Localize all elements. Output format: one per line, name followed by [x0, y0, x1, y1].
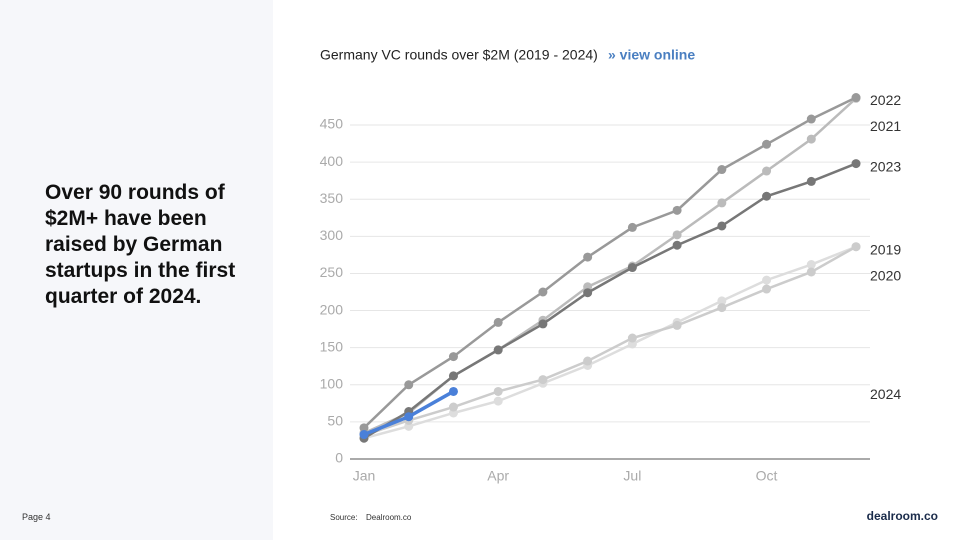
data-point	[851, 242, 861, 252]
data-point	[717, 221, 727, 231]
series-line	[363, 97, 857, 435]
y-tick-label: 0	[335, 450, 343, 466]
series-label: 2019	[870, 241, 901, 257]
data-point	[762, 284, 772, 294]
data-point	[717, 198, 727, 208]
chart-title: Germany VC rounds over $2M (2019 - 2024)	[320, 47, 598, 63]
data-point	[762, 166, 772, 176]
series-line	[363, 162, 857, 440]
data-point	[493, 317, 503, 327]
data-point	[448, 386, 458, 396]
series-label: 2020	[870, 267, 901, 283]
data-point	[762, 139, 772, 149]
y-tick-label: 150	[320, 338, 344, 354]
data-point	[583, 252, 593, 262]
data-point	[717, 296, 727, 306]
y-tick-label: 350	[320, 190, 344, 206]
data-point	[806, 176, 816, 186]
data-point	[493, 386, 503, 396]
data-point	[493, 396, 503, 406]
y-tick-label: 200	[320, 301, 344, 317]
headline: Over 90 rounds of $2M+ have been raised …	[45, 181, 236, 308]
series-label: 2023	[870, 158, 901, 174]
data-point	[806, 114, 816, 124]
series-label: 2022	[870, 92, 901, 108]
data-point	[448, 371, 458, 381]
data-point	[359, 423, 369, 433]
series-label: 2021	[870, 118, 901, 134]
data-point	[851, 159, 861, 169]
data-point	[672, 320, 682, 330]
data-point	[717, 165, 727, 175]
y-tick-label: 400	[320, 153, 344, 169]
x-tick-label: Apr	[487, 468, 509, 484]
data-point	[448, 352, 458, 362]
page-number: Page 4	[22, 512, 51, 522]
data-point	[538, 375, 548, 385]
data-point	[672, 230, 682, 240]
y-tick-label: 50	[327, 413, 343, 429]
source-label: Source:	[330, 513, 358, 522]
series-label: 2024	[870, 386, 901, 402]
data-point	[672, 205, 682, 215]
data-point	[448, 402, 458, 412]
data-point	[583, 288, 593, 298]
data-point	[806, 134, 816, 144]
data-point	[627, 333, 637, 343]
data-point	[538, 287, 548, 297]
x-tick-label: Jan	[353, 468, 376, 484]
data-point	[762, 191, 772, 201]
y-tick-label: 250	[320, 264, 344, 280]
x-tick-label: Oct	[756, 468, 778, 484]
data-point	[359, 430, 369, 440]
source: Dealroom.co	[366, 513, 412, 522]
logo: dealroom.co	[867, 509, 938, 523]
data-point	[806, 260, 816, 270]
data-point	[627, 263, 637, 273]
y-tick-label: 300	[320, 227, 344, 243]
y-tick-label: 450	[320, 116, 344, 132]
data-point	[404, 412, 414, 422]
data-point	[404, 380, 414, 390]
series-line	[363, 245, 857, 440]
data-point	[538, 319, 548, 329]
data-point	[851, 93, 861, 103]
data-point	[806, 267, 816, 277]
view-online-link[interactable]: » view online	[608, 47, 695, 63]
series-line	[363, 96, 857, 429]
data-point	[672, 240, 682, 250]
data-point	[493, 345, 503, 355]
data-point	[627, 222, 637, 232]
data-point	[762, 275, 772, 285]
data-point	[717, 303, 727, 313]
data-point	[583, 356, 593, 366]
side-panel	[0, 0, 273, 540]
x-tick-label: Jul	[623, 468, 641, 484]
series-line	[363, 245, 857, 437]
y-tick-label: 100	[320, 375, 344, 391]
